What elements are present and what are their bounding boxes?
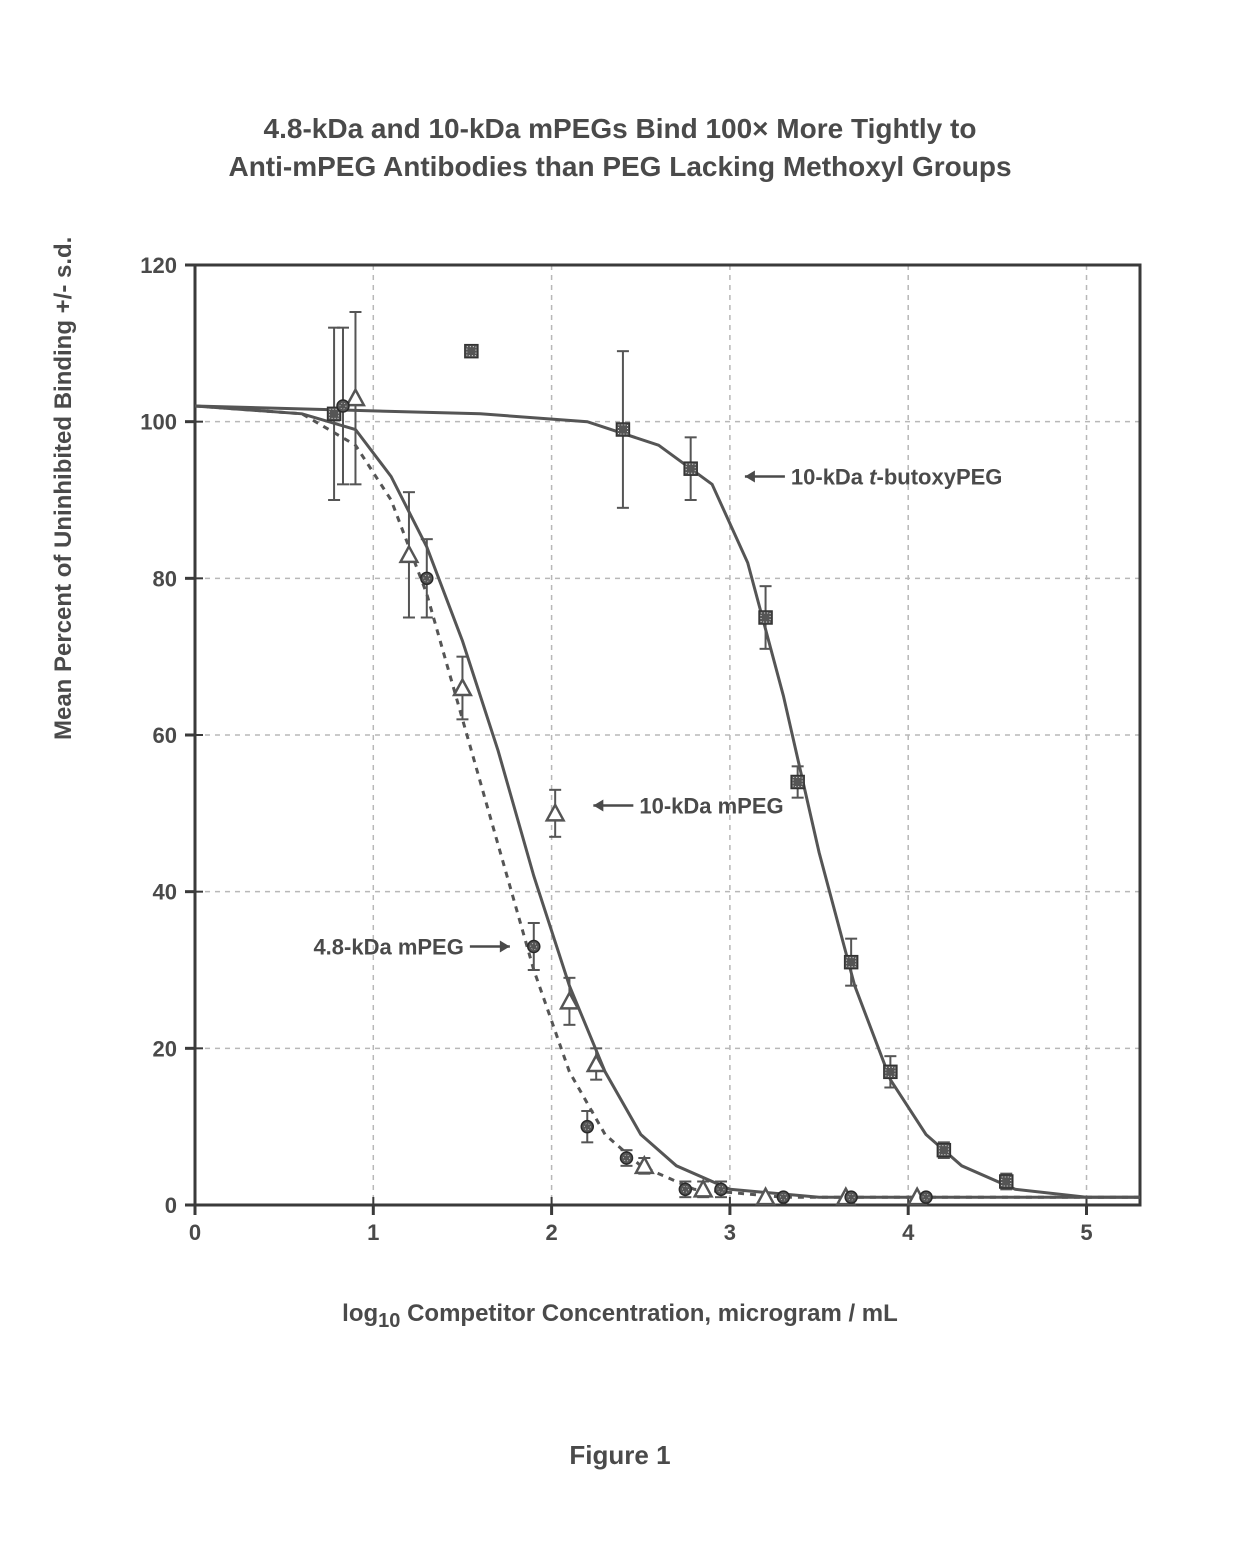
svg-text:1: 1 (367, 1220, 379, 1245)
svg-text:2: 2 (545, 1220, 557, 1245)
svg-text:60: 60 (153, 723, 177, 748)
svg-text:20: 20 (153, 1036, 177, 1061)
svg-text:4.8-kDa mPEG: 4.8-kDa mPEG (313, 935, 463, 960)
y-axis-label: Mean Percent of Uninhibited Binding +/- … (50, 237, 78, 740)
svg-text:10-kDa t-butoxyPEG: 10-kDa t-butoxyPEG (791, 465, 1003, 490)
svg-text:40: 40 (153, 880, 177, 905)
svg-text:4: 4 (902, 1220, 915, 1245)
svg-text:3: 3 (724, 1220, 736, 1245)
svg-text:0: 0 (165, 1193, 177, 1218)
title-line-1: 4.8-kDa and 10-kDa mPEGs Bind 100× More … (264, 113, 977, 144)
svg-text:0: 0 (189, 1220, 201, 1245)
chart: 0 20 40 60 80 100 120 0 1 2 3 4 5 10-kDa t-butoxyPEG 1… (100, 245, 1160, 1265)
x-axis-label: log10 Competitor Concentration, microgra… (0, 1300, 1240, 1333)
figure-caption: Figure 1 (0, 1440, 1240, 1471)
page: 4.8-kDa and 10-kDa mPEGs Bind 100× More … (0, 0, 1240, 1554)
svg-text:5: 5 (1080, 1220, 1092, 1245)
xlabel-sub: 10 (378, 1310, 400, 1332)
svg-text:100: 100 (140, 410, 177, 435)
svg-text:80: 80 (153, 566, 177, 591)
svg-text:10-kDa mPEG: 10-kDa mPEG (639, 794, 783, 819)
xlabel-rest: Competitor Concentration, microgram / mL (400, 1300, 897, 1327)
title-line-2: Anti-mPEG Antibodies than PEG Lacking Me… (0, 148, 1240, 186)
chart-title: 4.8-kDa and 10-kDa mPEGs Bind 100× More … (0, 110, 1240, 186)
chart-svg: 0 20 40 60 80 100 120 0 1 2 3 4 5 10-kDa t-butoxyPEG 1… (100, 245, 1160, 1265)
xlabel-prefix: log (342, 1300, 378, 1327)
svg-text:120: 120 (140, 253, 177, 278)
